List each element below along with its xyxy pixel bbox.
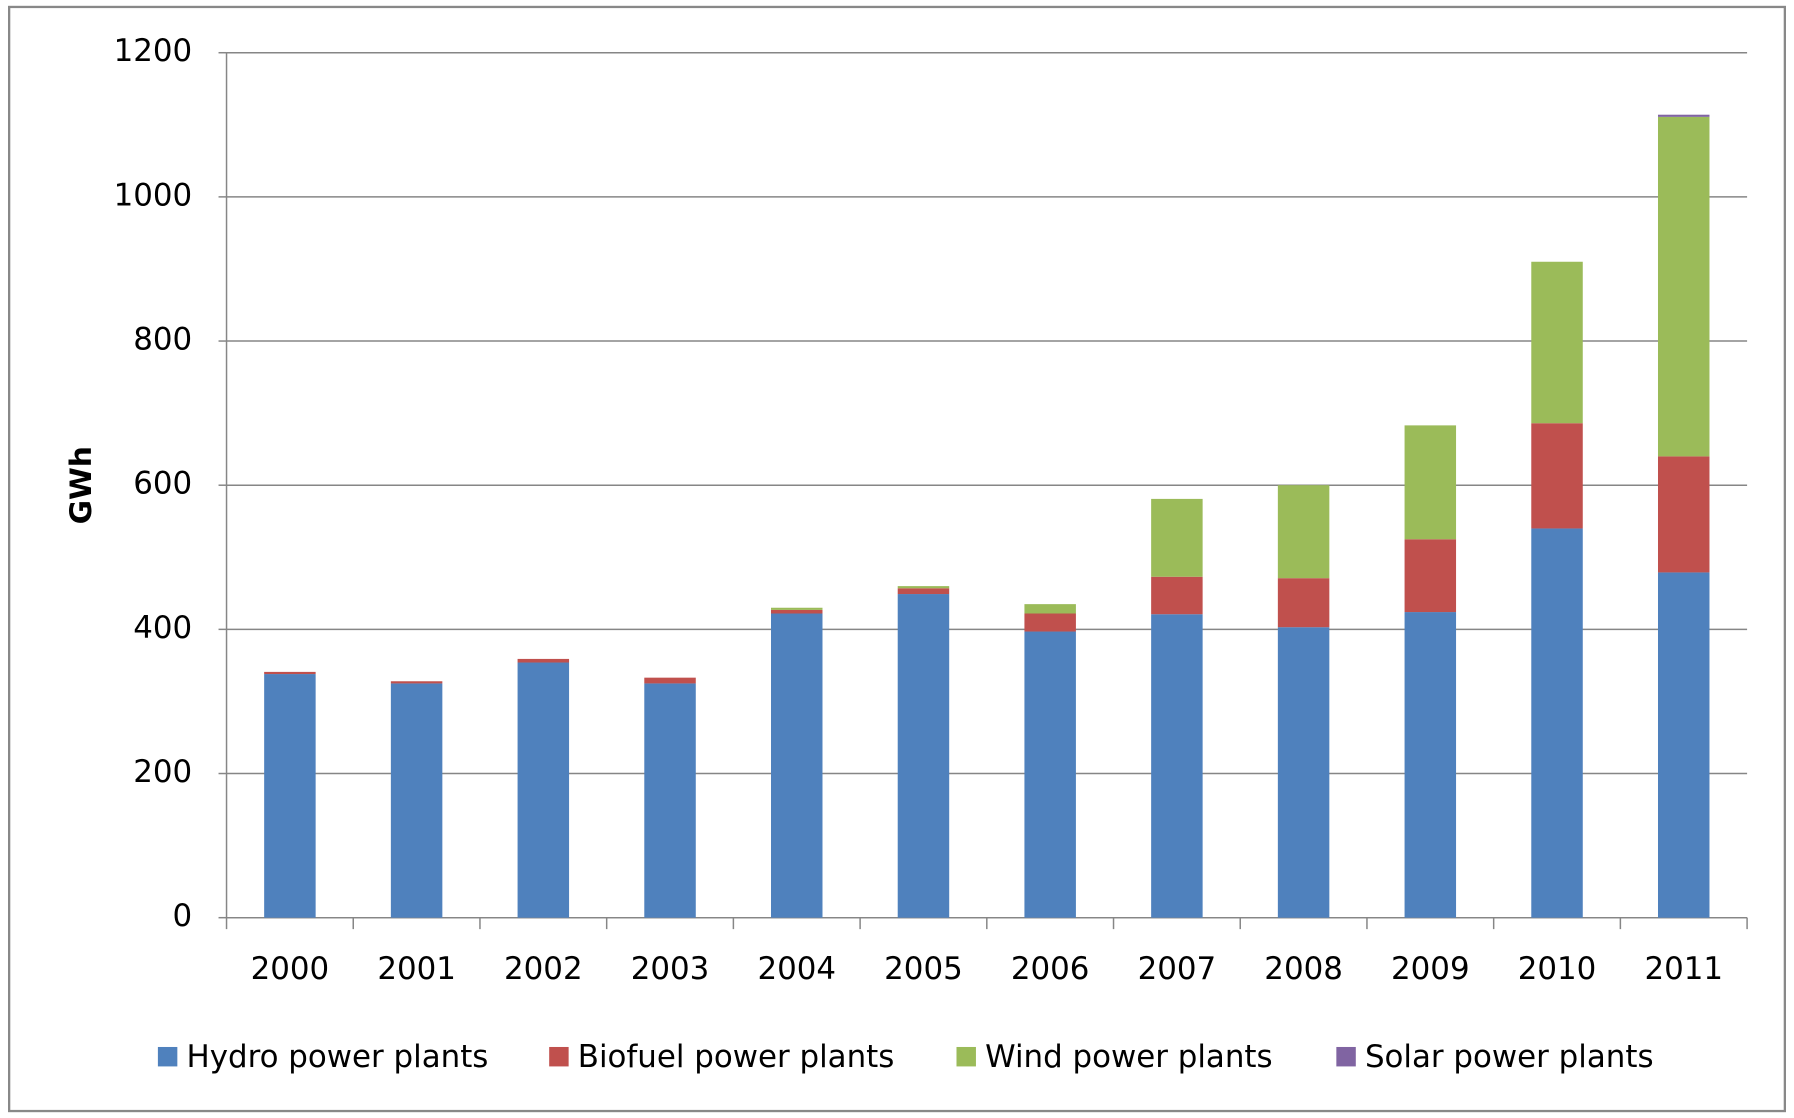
legend-swatch: [1336, 1046, 1356, 1067]
y-tick-label: 400: [133, 610, 192, 646]
bar-segment: [1404, 539, 1457, 613]
bar-segment: [1277, 578, 1330, 628]
bar-segment: [771, 613, 823, 918]
x-tick-label: 2008: [1264, 951, 1343, 987]
bar-segment: [897, 586, 950, 589]
y-tick-label: 600: [133, 466, 192, 502]
bar-segment: [644, 683, 696, 918]
bar-segment: [1531, 528, 1583, 918]
bar-segment: [1657, 114, 1710, 117]
legend-label: Biofuel power plants: [578, 1039, 895, 1075]
bar-segment: [1657, 116, 1710, 457]
x-tick-label: 2002: [504, 951, 583, 987]
x-tick-label: 2010: [1518, 951, 1597, 987]
bar-segment: [771, 609, 823, 614]
legend-swatch: [956, 1046, 976, 1067]
y-tick-label: 1000: [114, 177, 193, 213]
x-tick-label: 2001: [377, 951, 456, 987]
bar-segment: [1404, 425, 1457, 540]
bar-segment: [1531, 423, 1583, 529]
bar-segment: [1024, 631, 1076, 918]
bar-segment: [897, 594, 950, 918]
bar-segment: [264, 674, 316, 918]
bar-segment: [644, 677, 696, 684]
y-tick-label: 1200: [114, 33, 193, 69]
y-tick-label: 800: [133, 322, 192, 358]
bar-segment: [1151, 614, 1203, 918]
bar-segment: [1024, 613, 1076, 632]
bar-segment: [1404, 612, 1457, 918]
legend-label: Hydro power plants: [186, 1039, 488, 1075]
x-tick-label: 2005: [884, 951, 963, 987]
bar-segment: [1531, 261, 1583, 424]
bar-segment: [1277, 485, 1330, 579]
bar-segment: [1657, 572, 1710, 918]
legend-label: Solar power plants: [1365, 1039, 1654, 1075]
y-tick-label: 200: [133, 754, 192, 790]
bar-segment: [517, 658, 570, 663]
x-tick-label: 2007: [1138, 951, 1217, 987]
legend-label: Wind power plants: [985, 1039, 1273, 1075]
legend-swatch: [549, 1046, 569, 1067]
y-tick-label: 0: [173, 898, 193, 934]
bar-segment: [517, 662, 570, 918]
bar-segment: [1151, 576, 1203, 615]
bar-segment: [1277, 627, 1330, 918]
x-tick-label: 2000: [251, 951, 330, 987]
x-tick-label: 2004: [757, 951, 836, 987]
x-tick-label: 2003: [631, 951, 710, 987]
bar-segment: [1024, 604, 1076, 614]
chart-frame: [8, 5, 1786, 1113]
x-tick-label: 2009: [1391, 951, 1470, 987]
bar-segment: [771, 607, 823, 610]
bar-segment: [264, 671, 316, 675]
x-tick-label: 2011: [1644, 951, 1723, 987]
bar-segment: [1657, 456, 1710, 573]
bar-segment: [390, 683, 443, 918]
y-axis-label: GWh: [64, 446, 99, 524]
bar-segment: [897, 588, 950, 595]
bar-segment: [390, 681, 443, 684]
legend-swatch: [157, 1046, 178, 1067]
bar-segment: [1151, 498, 1203, 577]
x-tick-label: 2006: [1011, 951, 1090, 987]
